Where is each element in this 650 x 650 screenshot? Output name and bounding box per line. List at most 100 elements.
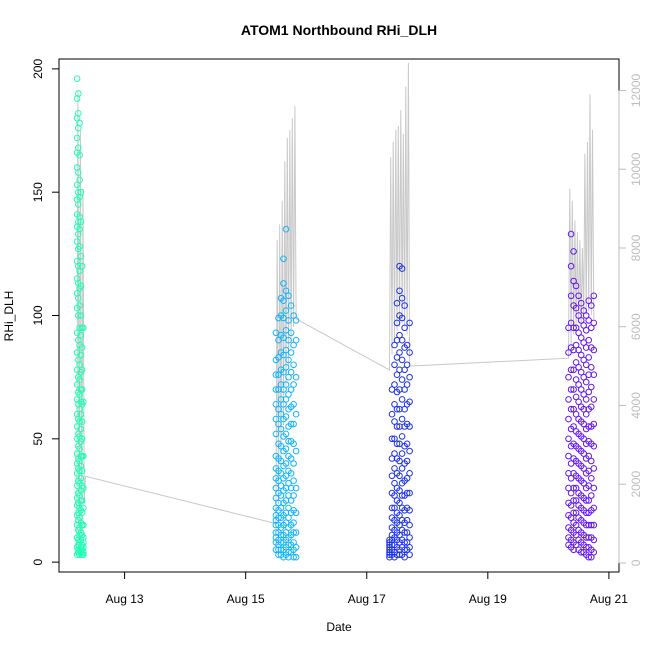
data-point — [567, 475, 575, 482]
data-point — [76, 418, 83, 425]
data-point — [575, 292, 582, 300]
secondary-line-layer — [76, 62, 595, 556]
data-point — [401, 302, 408, 309]
data-point — [590, 549, 598, 556]
data-point — [398, 314, 406, 322]
series-2 — [272, 225, 300, 561]
data-point — [567, 489, 575, 497]
data-point — [590, 521, 598, 529]
data-point — [580, 420, 588, 428]
data-point — [572, 521, 580, 529]
data-point — [272, 494, 280, 502]
data-point — [567, 460, 575, 467]
data-point — [275, 336, 282, 344]
data-point — [582, 344, 590, 351]
data-point — [290, 460, 297, 467]
data-point — [287, 349, 295, 356]
data-point — [75, 144, 82, 152]
data-point — [80, 452, 87, 460]
data-point — [565, 415, 572, 423]
data-point — [590, 420, 598, 428]
data-point — [575, 364, 582, 371]
data-point — [285, 514, 292, 522]
data-point — [285, 373, 292, 381]
data-point — [275, 499, 282, 507]
data-point — [282, 430, 290, 438]
x-tick-label: Aug 17 — [348, 592, 386, 606]
data-point — [285, 553, 292, 561]
data-point — [282, 413, 290, 420]
data-point — [77, 410, 85, 418]
data-point — [585, 497, 593, 504]
data-point — [272, 401, 280, 408]
data-point — [588, 492, 595, 499]
data-point — [78, 467, 86, 475]
data-point — [396, 457, 403, 465]
plot-frame — [58, 58, 620, 573]
data-point — [80, 534, 87, 541]
data-point — [585, 521, 593, 529]
data-point — [577, 299, 585, 307]
data-point — [570, 405, 577, 413]
data-point — [406, 470, 413, 477]
x-axis-label: Date — [326, 620, 352, 634]
data-point — [588, 302, 595, 309]
data-point — [282, 287, 290, 295]
data-point — [76, 225, 83, 233]
data-point — [585, 467, 593, 475]
data-point — [292, 484, 300, 492]
data-point — [272, 430, 280, 438]
data-point — [275, 405, 282, 413]
y-tick-label: 150 — [31, 182, 45, 202]
data-point — [285, 549, 292, 556]
data-point — [391, 492, 398, 499]
data-point — [78, 497, 86, 504]
data-point — [403, 529, 411, 536]
data-point — [272, 484, 280, 492]
data-point — [292, 373, 300, 381]
data-point — [396, 472, 403, 480]
data-point — [285, 356, 292, 364]
data-point — [75, 90, 82, 97]
data-point — [396, 499, 403, 507]
data-point — [401, 539, 408, 546]
series-4 — [565, 230, 598, 561]
data-point — [285, 541, 292, 549]
data-point — [280, 280, 287, 287]
data-point — [282, 396, 290, 403]
data-point — [76, 119, 83, 127]
data-point — [287, 484, 295, 492]
data-point — [406, 349, 413, 356]
data-point — [78, 344, 86, 351]
data-point — [396, 440, 403, 448]
data-point — [590, 292, 598, 300]
data-point — [572, 376, 580, 383]
data-point — [403, 475, 411, 482]
data-point — [577, 368, 585, 376]
data-point — [292, 336, 300, 344]
data-point — [80, 549, 87, 556]
data-point — [290, 361, 297, 369]
data-point — [590, 346, 598, 354]
data-point — [77, 252, 85, 260]
data-point — [406, 398, 413, 406]
data-point — [77, 425, 85, 433]
data-point — [280, 351, 287, 359]
data-point — [406, 507, 413, 514]
data-point — [282, 497, 290, 504]
data-point — [282, 445, 290, 453]
data-point — [585, 534, 593, 541]
data-point — [590, 371, 598, 379]
data-point — [588, 403, 595, 411]
data-point — [582, 410, 590, 418]
data-point — [290, 440, 297, 448]
data-point — [570, 497, 577, 504]
data-point — [388, 410, 396, 418]
data-point — [396, 405, 403, 413]
data-point — [290, 519, 297, 527]
data-point — [398, 450, 406, 457]
data-point — [282, 364, 290, 371]
data-point — [396, 386, 403, 393]
data-point — [75, 110, 82, 117]
data-point — [292, 529, 300, 536]
